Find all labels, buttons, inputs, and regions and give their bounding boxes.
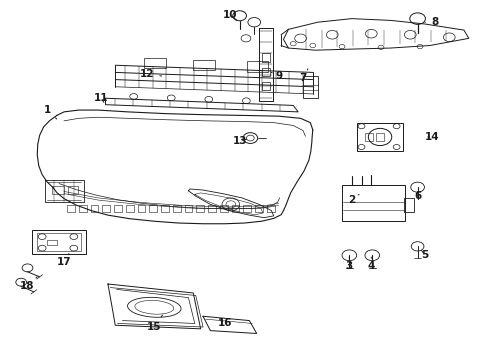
Bar: [375, 133, 383, 141]
Text: 11: 11: [93, 93, 108, 103]
Text: 1: 1: [43, 105, 57, 119]
Bar: [255, 205, 263, 212]
Bar: [208, 205, 216, 212]
Text: 5: 5: [421, 250, 427, 260]
Bar: [52, 186, 64, 194]
Bar: [303, 76, 317, 98]
Bar: [161, 205, 168, 212]
Bar: [125, 205, 133, 212]
Text: 14: 14: [424, 132, 439, 142]
Bar: [246, 62, 267, 72]
Bar: [79, 205, 86, 212]
Bar: [68, 186, 78, 194]
Text: 4: 4: [367, 257, 374, 271]
Bar: [149, 205, 157, 212]
Bar: [102, 205, 110, 212]
Text: 13: 13: [232, 136, 246, 145]
Bar: [32, 230, 86, 253]
Bar: [341, 185, 405, 221]
Text: 3: 3: [345, 257, 352, 271]
Bar: [144, 58, 165, 68]
Bar: [231, 205, 239, 212]
Bar: [184, 205, 192, 212]
Bar: [243, 205, 251, 212]
Text: 16: 16: [217, 319, 232, 328]
Text: 7: 7: [299, 69, 307, 83]
Bar: [114, 205, 122, 212]
Text: 8: 8: [424, 17, 437, 27]
Text: 10: 10: [222, 10, 237, 21]
Text: 18: 18: [20, 277, 37, 291]
Bar: [261, 82, 270, 90]
Bar: [47, 239, 57, 245]
Text: 6: 6: [413, 191, 420, 201]
Bar: [220, 205, 227, 212]
Text: 2: 2: [347, 194, 358, 205]
Text: 12: 12: [140, 69, 161, 79]
Bar: [261, 68, 270, 76]
Bar: [90, 205, 98, 212]
Text: 17: 17: [57, 253, 71, 267]
Bar: [193, 59, 214, 70]
Bar: [404, 198, 413, 212]
Bar: [261, 53, 270, 62]
Bar: [172, 205, 180, 212]
Text: 15: 15: [147, 315, 162, 332]
Bar: [356, 123, 402, 151]
Bar: [137, 205, 145, 212]
Text: 9: 9: [271, 71, 282, 81]
Bar: [196, 205, 204, 212]
Bar: [266, 205, 274, 212]
Bar: [365, 133, 372, 141]
Bar: [67, 205, 75, 212]
Bar: [37, 233, 81, 251]
